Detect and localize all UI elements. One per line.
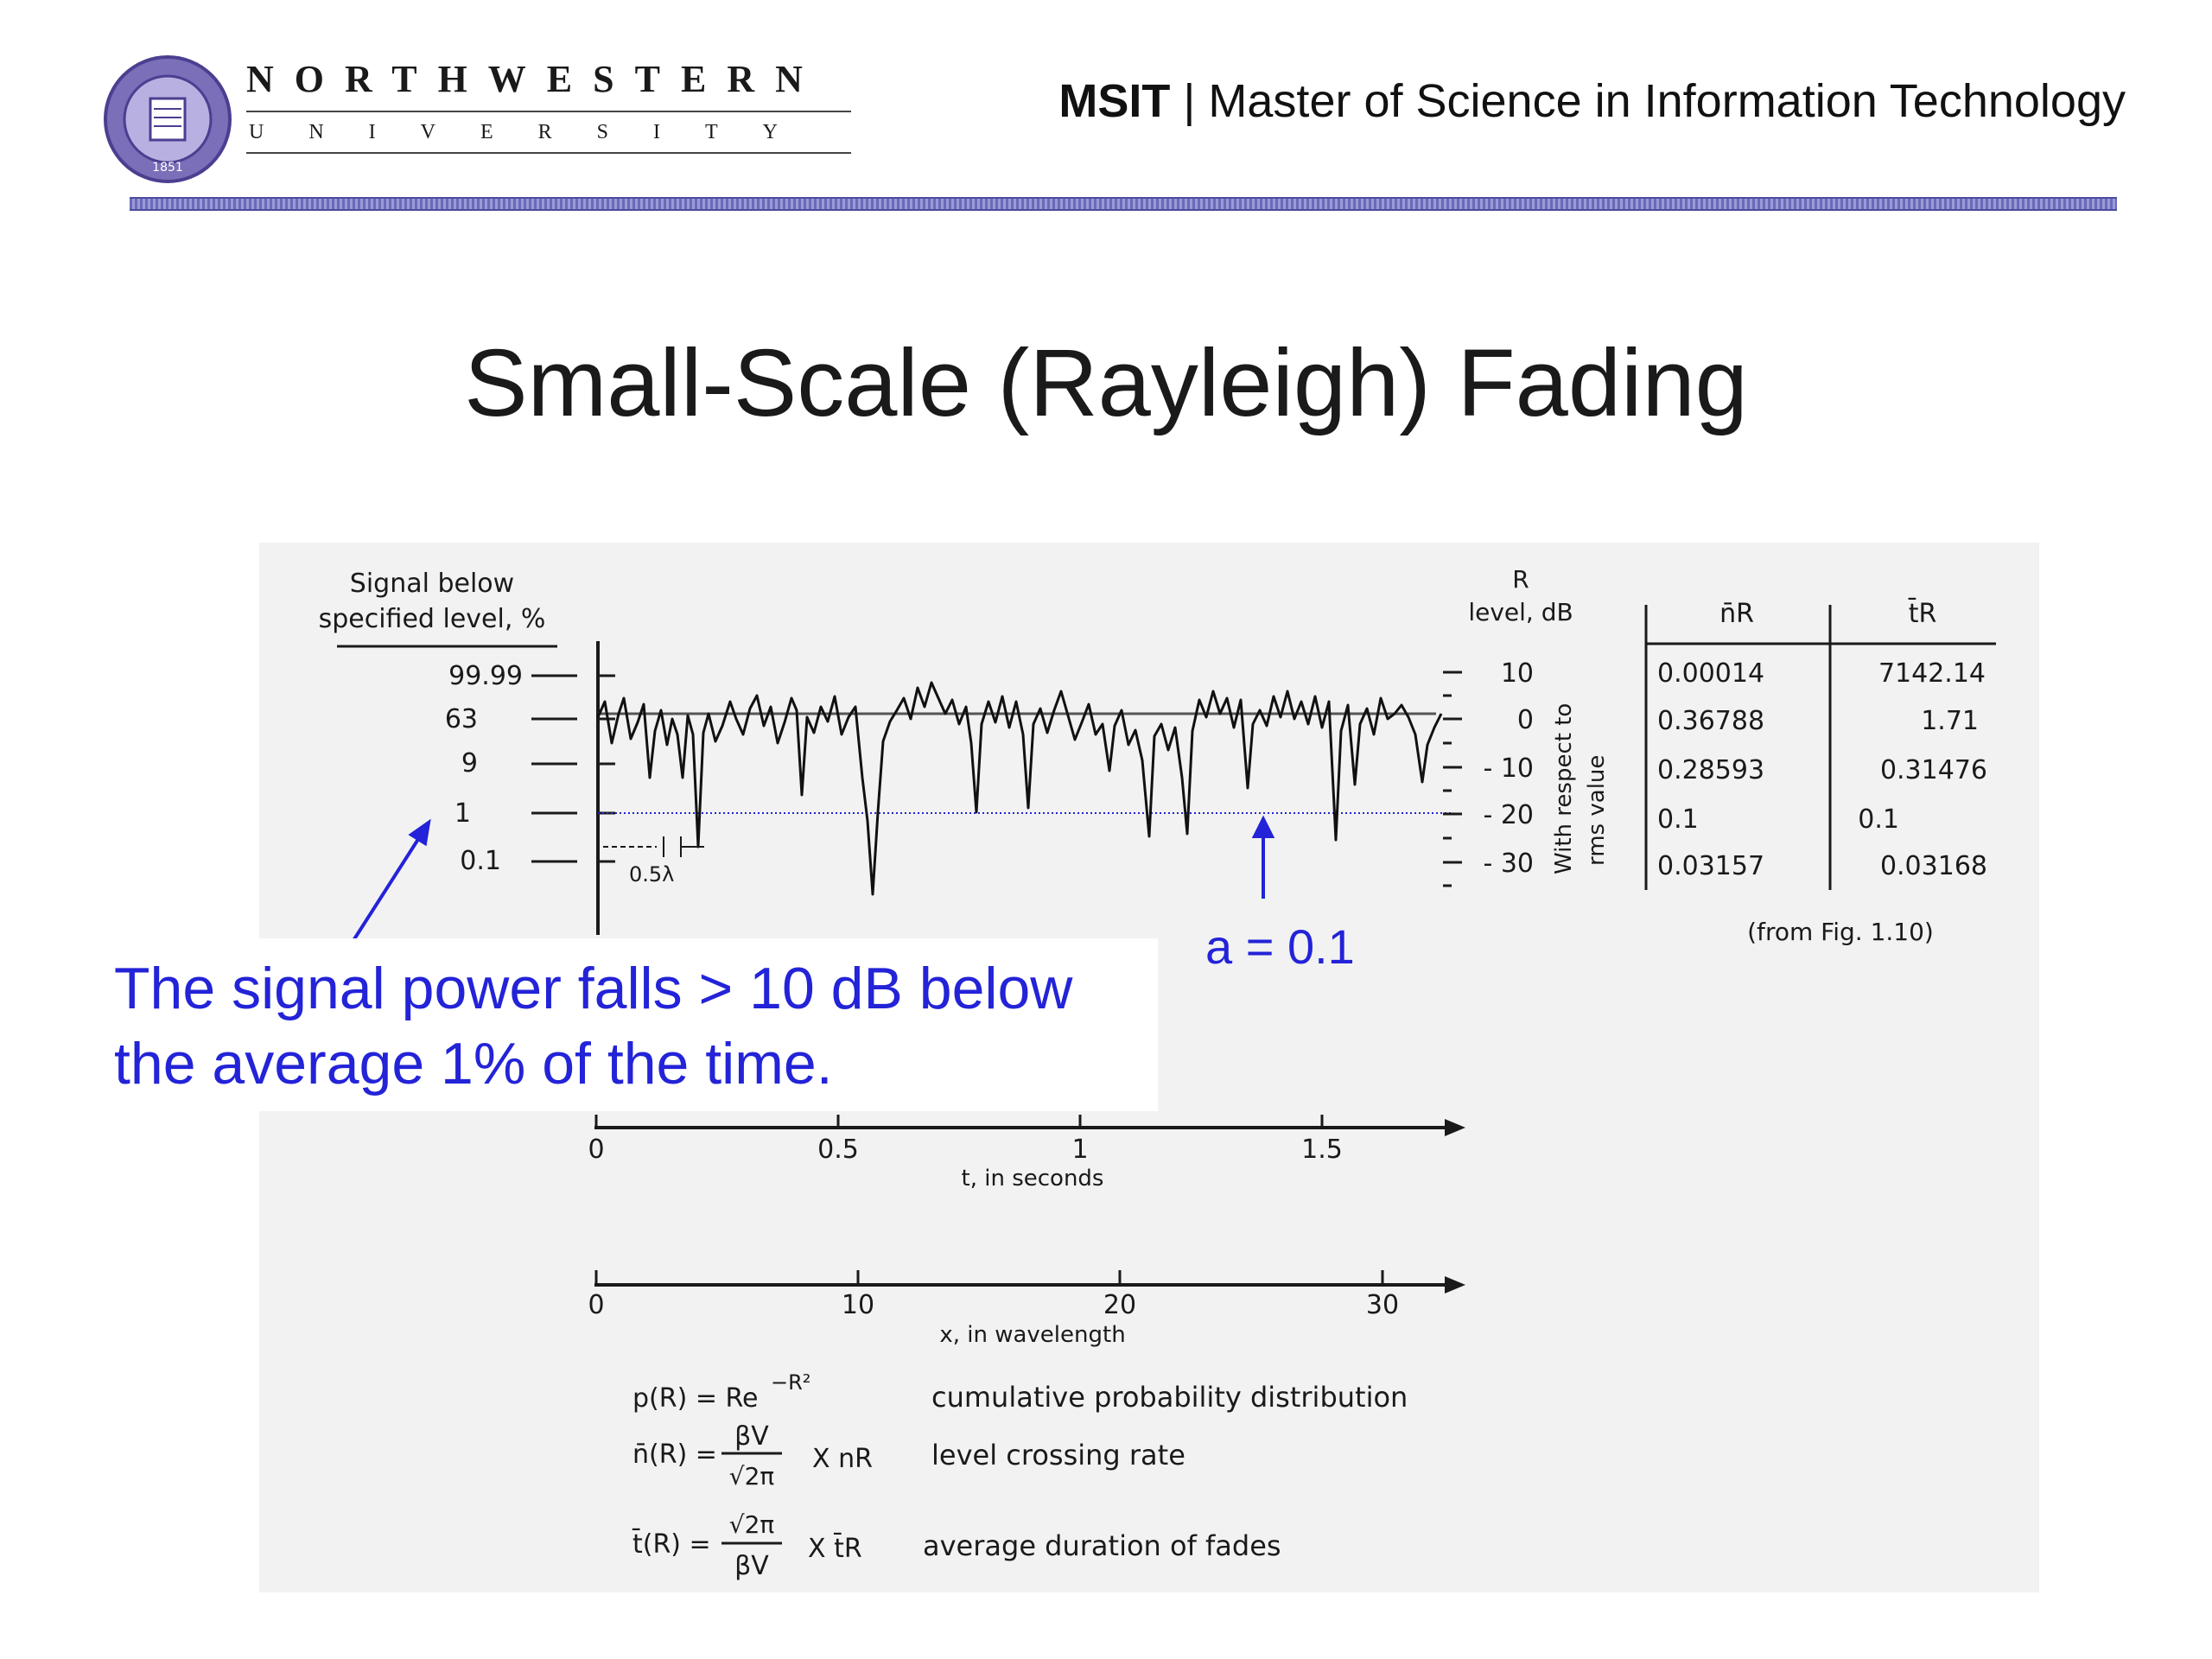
left-tick-label: 1 [454,798,471,829]
time-tick-label: 1 [1071,1135,1088,1165]
university-subtitle: UNIVERSITY [249,121,823,143]
left-tick-label: 63 [445,704,478,734]
time-tick-label: 0 [588,1135,604,1165]
left-axis-title-line2: specified level, % [319,604,546,634]
right-tick-label: 0 [1517,705,1534,735]
formula-1-desc: cumulative probability distribution [931,1381,1408,1414]
right-vertical-title-line2: rms value [1584,755,1610,866]
left-tick-label: 9 [461,748,478,779]
university-wordmark: NORTHWESTERN [246,58,823,100]
table-cell: 0.00014 [1657,658,1764,689]
wavelength-tick-label: 0 [588,1290,604,1320]
table-cell: 0.1 [1858,804,1899,835]
left-axis-title-line1: Signal below [350,569,514,599]
program-name: Master of Science in Information Technol… [1208,75,2126,127]
right-axis-title-line1: R [1512,565,1529,594]
figure-source-note: (from Fig. 1.10) [1747,918,1934,946]
header-divider [130,197,2117,211]
formula-2-num: βV [734,1421,769,1452]
right-tick-label: 10 [1501,658,1534,689]
table-cell: 0.03157 [1657,851,1764,881]
formula-3-num: √2π [729,1510,775,1539]
formula-3-desc: average duration of fades [923,1529,1281,1562]
right-vertical-title-line1: With respect to [1551,703,1577,874]
formula-1-sup: −R² [771,1370,810,1395]
university-seal: 1851 [104,55,232,183]
formula-1-expr: p(R) = Re [632,1383,758,1414]
formula-2-den: √2π [729,1462,775,1491]
table-cell: 0.1 [1657,804,1699,835]
wavelength-tick-label: 10 [842,1290,874,1320]
time-tick-label: 0.5 [817,1135,859,1165]
wavelength-axis-label: x, in wavelength [939,1322,1125,1348]
seal-year: 1851 [152,161,183,175]
callout-box [95,938,1158,1111]
wordmark-rule-bottom [246,152,851,154]
right-tick-label: - 20 [1483,800,1534,830]
callout-line-2: the average 1% of the time. [114,1031,833,1096]
wavelength-tick-label: 30 [1366,1290,1399,1320]
table-header-n: n̄R [1719,599,1754,629]
formula-3-mult: X t̄R [808,1533,862,1564]
right-tick-label: - 30 [1483,849,1534,879]
table-cell: 0.31476 [1880,755,1987,785]
callout-line-1: The signal power falls > 10 dB below [114,956,1073,1021]
formula-3-den: βV [734,1551,769,1581]
formula-3-left: t̄(R) = [632,1529,711,1560]
table-cell: 0.03168 [1880,851,1987,881]
formula-2-left: n̄(R) = [632,1440,717,1470]
table-cell: 0.36788 [1657,706,1764,736]
time-tick-label: 1.5 [1301,1135,1343,1165]
right-axis-title-line2: level, dB [1468,598,1573,626]
slide-title: Small-Scale (Rayleigh) Fading [464,330,1748,436]
fading-signal-trace [596,681,1443,896]
table-cell: 0.28593 [1657,755,1764,785]
program-separator: | [1183,75,1196,127]
wordmark-rule-top [246,111,851,112]
table-cell: 1.71 [1921,706,1979,736]
half-lambda-label: 0.5λ [629,862,674,887]
formula-2-desc: level crossing rate [931,1439,1185,1471]
table-cell: 7142.14 [1878,658,1986,689]
wavelength-tick-label: 20 [1103,1290,1136,1320]
callout-arrow [351,832,423,944]
program-title: MSIT | Master of Science in Information … [1058,74,2126,128]
left-tick-label: 99.99 [448,661,523,691]
program-abbr: MSIT [1058,75,1171,127]
left-tick-label: 0.1 [460,846,501,876]
formula-2-mult: X nR [812,1444,873,1474]
a-value-label: a = 0.1 [1205,919,1355,974]
right-tick-label: - 10 [1483,753,1534,784]
time-axis-label: t, in seconds [962,1166,1104,1192]
table-header-t: t̄R [1908,598,1936,629]
